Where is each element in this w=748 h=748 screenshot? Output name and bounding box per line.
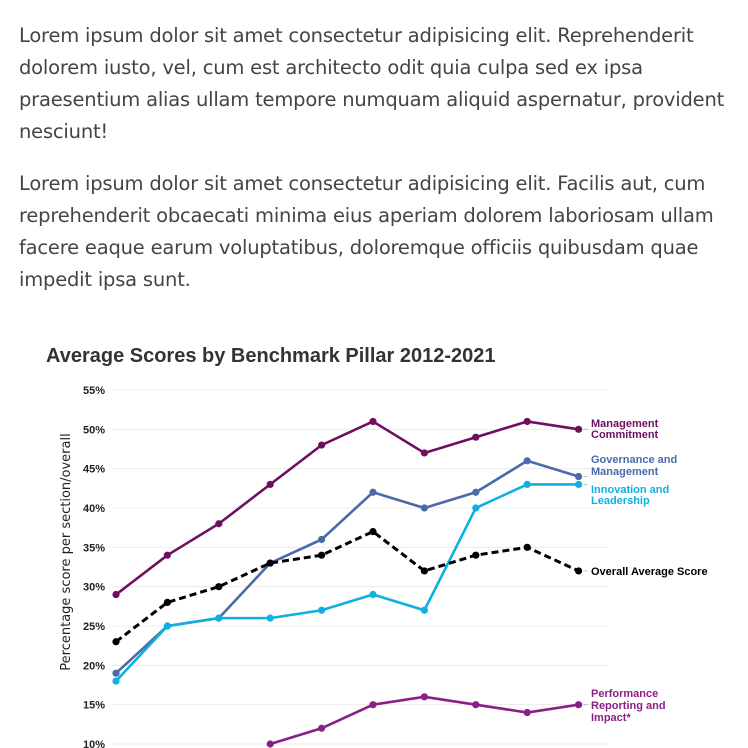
series-label: Performance: [591, 688, 658, 700]
data-point: [523, 708, 531, 717]
data-point: [523, 457, 531, 465]
data-point: [163, 598, 171, 606]
series-label: Governance and: [591, 454, 677, 466]
y-axis-label: Percentage score per section/overall: [59, 433, 74, 670]
paragraph-2: Lorem ipsum dolor sit amet consectetur a…: [19, 172, 714, 291]
series-label: Reporting and: [591, 700, 666, 712]
data-point: [420, 449, 428, 457]
series-label: Overall Average Score: [591, 566, 708, 578]
y-tick-label: 25%: [83, 621, 105, 633]
y-tick-label: 15%: [83, 700, 105, 712]
data-point: [523, 543, 531, 551]
y-tick-label: 10%: [83, 739, 105, 748]
data-point: [420, 693, 428, 701]
chart-title: Average Scores by Benchmark Pillar 2012-…: [46, 345, 496, 367]
data-point: [369, 528, 377, 536]
data-point: [112, 638, 120, 646]
data-point: [369, 417, 377, 426]
data-point: [575, 701, 583, 709]
y-tick-label: 30%: [83, 582, 105, 594]
data-point: [318, 551, 326, 559]
data-point: [575, 425, 583, 433]
y-tick-label: 55%: [83, 385, 105, 397]
series-line: [115, 529, 580, 643]
data-point: [420, 567, 428, 575]
data-point: [163, 622, 171, 630]
data-point: [420, 504, 428, 512]
y-tick-label: 40%: [83, 503, 105, 515]
data-point: [318, 535, 326, 544]
data-point: [575, 480, 583, 488]
data-point: [369, 488, 377, 496]
data-point: [369, 590, 377, 599]
data-point: [112, 669, 120, 677]
data-point: [472, 433, 480, 441]
series-label: Leadership: [591, 495, 650, 507]
data-point: [266, 559, 274, 567]
series-label: Management: [591, 466, 659, 478]
data-point: [215, 583, 223, 591]
series-line: [115, 419, 579, 596]
y-tick-label: 35%: [83, 542, 105, 554]
data-point: [112, 590, 120, 599]
y-tick-label: 50%: [83, 424, 105, 436]
data-point: [215, 520, 223, 528]
data-point: [369, 701, 377, 709]
data-point: [575, 472, 583, 481]
data-point: [523, 417, 531, 426]
data-point: [575, 567, 583, 575]
data-point: [112, 677, 120, 685]
data-point: [266, 480, 274, 488]
data-point: [215, 614, 223, 622]
data-point: [472, 551, 480, 559]
series-label: Commitment: [591, 429, 659, 441]
series-label: Management: [591, 418, 659, 430]
series-line: [115, 483, 579, 682]
series-label: Innovation and: [591, 484, 669, 496]
series-label: Impact*: [591, 712, 631, 724]
data-point: [523, 480, 531, 488]
paragraph-1: Lorem ipsum dolor sit amet consectetur a…: [19, 24, 725, 143]
data-point: [318, 606, 326, 614]
data-point: [163, 551, 171, 559]
series-line: [269, 695, 579, 746]
y-tick-label: 20%: [83, 660, 105, 672]
data-point: [472, 701, 480, 709]
data-point: [420, 606, 428, 614]
data-point: [318, 441, 326, 449]
data-point: [318, 724, 326, 732]
data-point: [266, 740, 274, 748]
data-point: [472, 504, 480, 512]
y-tick-label: 45%: [83, 464, 105, 476]
data-point: [472, 488, 480, 496]
data-point: [266, 614, 274, 622]
line-chart: Average Scores by Benchmark Pillar 2012-…: [46, 345, 708, 748]
